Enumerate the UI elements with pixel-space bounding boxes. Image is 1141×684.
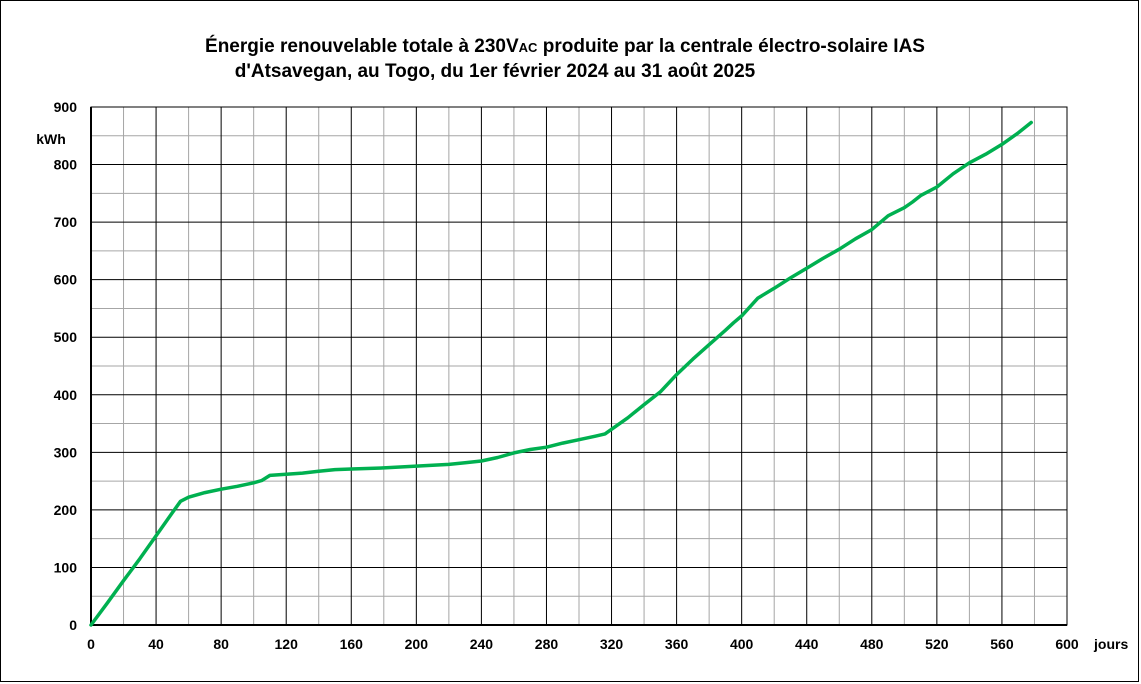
x-tick-label: 280 bbox=[535, 636, 559, 652]
x-tick-label: 600 bbox=[1055, 636, 1079, 652]
x-tick-label: 520 bbox=[925, 636, 949, 652]
chart-title-line1: Énergie renouvelable totale à 230VAC pro… bbox=[205, 35, 925, 57]
y-tick-label: 600 bbox=[54, 272, 78, 288]
y-tick-label: 700 bbox=[54, 214, 78, 230]
y-tick-label: 800 bbox=[54, 157, 78, 173]
x-tick-label: 40 bbox=[148, 636, 164, 652]
x-tick-label: 80 bbox=[213, 636, 229, 652]
y-tick-label: 0 bbox=[69, 617, 77, 633]
x-tick-label: 200 bbox=[405, 636, 429, 652]
x-tick-label: 400 bbox=[730, 636, 754, 652]
tick-labels: 0 40 80 120 160 200 240 280 320 360 400 440 480 520 56… bbox=[54, 99, 1079, 652]
y-axis-unit-label: kWh bbox=[36, 131, 66, 147]
y-tick-label: 300 bbox=[54, 444, 78, 460]
chart-title-line2: d'Atsavegan, au Togo, du 1er février 202… bbox=[235, 61, 756, 82]
x-tick-label: 160 bbox=[340, 636, 364, 652]
y-tick-label: 900 bbox=[54, 99, 78, 115]
x-tick-label: 320 bbox=[600, 636, 624, 652]
y-tick-label: 400 bbox=[54, 387, 78, 403]
series-layer bbox=[89, 120, 1033, 627]
x-tick-label: 240 bbox=[470, 636, 494, 652]
x-tick-label: 480 bbox=[860, 636, 884, 652]
series-line-0 bbox=[89, 120, 1033, 627]
y-tick-label: 500 bbox=[54, 329, 78, 345]
axes bbox=[90, 106, 1068, 626]
x-tick-label: 360 bbox=[665, 636, 689, 652]
x-tick-label: 0 bbox=[87, 636, 95, 652]
y-tick-label: 100 bbox=[54, 559, 78, 575]
x-tick-label: 120 bbox=[275, 636, 299, 652]
grid bbox=[91, 106, 1068, 625]
x-tick-label: 440 bbox=[795, 636, 819, 652]
x-axis-unit-label: jours bbox=[1093, 636, 1128, 652]
y-tick-label: 200 bbox=[54, 502, 78, 518]
x-tick-label: 560 bbox=[990, 636, 1014, 652]
